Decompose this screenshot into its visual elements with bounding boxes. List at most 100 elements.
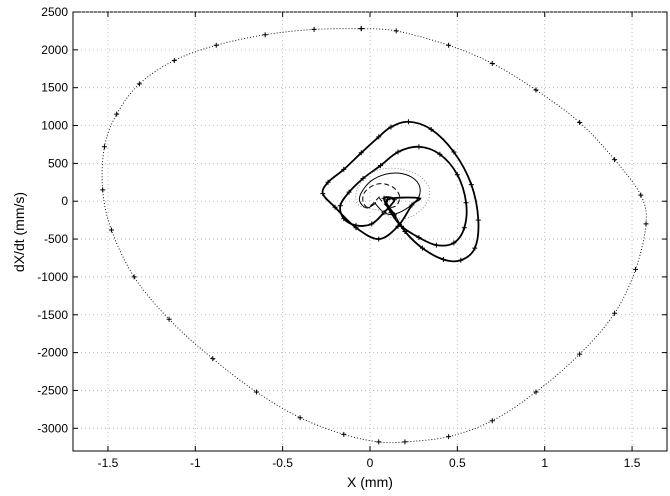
y-tick-label: -1500 [37, 308, 68, 322]
y-tick-label: -2000 [37, 346, 68, 360]
series-4 [358, 172, 421, 215]
data-point-marker [311, 26, 317, 32]
series-line [339, 145, 468, 247]
data-point-marker [633, 266, 639, 272]
y-tick-label: -1000 [37, 270, 68, 284]
y-tick-label: 1500 [41, 81, 68, 95]
x-tick-label: -1.5 [98, 456, 119, 470]
data-point-marker [325, 179, 331, 185]
data-point-marker [489, 60, 495, 66]
data-point-marker [136, 81, 142, 87]
series-2 [337, 144, 469, 248]
data-point-marker [612, 310, 618, 316]
x-axis-label: X (mm) [347, 474, 393, 490]
y-axis-label: dX/dt (mm/s) [11, 192, 27, 272]
data-point-marker [332, 204, 338, 210]
data-point-marker [341, 166, 347, 172]
data-point-marker [395, 149, 401, 155]
series-3 [362, 183, 401, 208]
data-point-marker [253, 389, 259, 395]
data-point-marker [381, 195, 387, 201]
data-point-marker [461, 225, 467, 231]
y-tick-label: -2500 [37, 383, 68, 397]
data-point-marker [358, 150, 364, 156]
data-point-marker [376, 134, 382, 140]
data-point-marker [416, 144, 422, 150]
data-point-marker [577, 351, 583, 357]
data-point-marker [446, 434, 452, 440]
data-point-marker [446, 42, 452, 48]
data-point-marker [101, 144, 107, 150]
data-point-marker [377, 163, 383, 169]
data-point-marker [428, 126, 434, 132]
data-point-marker [402, 439, 408, 445]
data-point-marker [437, 151, 443, 157]
data-point-marker [384, 197, 390, 203]
data-point-marker [262, 32, 268, 38]
data-point-marker [100, 187, 106, 193]
data-point-marker [405, 119, 411, 125]
data-point-marker [472, 245, 478, 251]
data-point-marker [171, 57, 177, 63]
data-point-marker [489, 418, 495, 424]
data-point-marker [468, 182, 474, 188]
data-point-marker [475, 217, 481, 223]
data-point-marker [131, 274, 137, 280]
data-point-marker [458, 257, 464, 263]
data-point-marker [612, 157, 618, 163]
x-tick-label: 1 [541, 456, 548, 470]
data-point-marker [419, 245, 425, 251]
y-tick-label: 2500 [41, 5, 68, 19]
data-point-marker [297, 415, 303, 421]
series-line [355, 167, 431, 220]
series-1 [320, 119, 481, 263]
data-point-marker [451, 149, 457, 155]
y-tick-label: 1000 [41, 119, 68, 133]
x-tick-label: -1 [190, 456, 201, 470]
data-point-marker [337, 203, 343, 209]
plot-frame [72, 11, 668, 452]
data-point-marker [433, 242, 439, 248]
y-tick-label: 2000 [41, 43, 68, 57]
data-point-marker [114, 111, 120, 117]
data-point-marker [398, 223, 404, 229]
x-tick-label: 0.5 [449, 456, 466, 470]
data-point-marker [533, 389, 539, 395]
x-tick-label: 1.5 [624, 456, 641, 470]
data-point-marker [463, 200, 469, 206]
data-point-marker [213, 42, 219, 48]
data-point-marker [451, 240, 457, 246]
data-point-marker [166, 316, 172, 322]
y-tick-label: -3000 [37, 421, 68, 435]
data-point-marker [416, 235, 422, 241]
y-tick-label: 500 [48, 156, 68, 170]
data-point-marker [320, 191, 326, 197]
data-point-marker [108, 227, 114, 233]
x-tick-label: -0.5 [272, 456, 293, 470]
data-point-marker [341, 431, 347, 437]
y-tick-label: -500 [44, 232, 68, 246]
series-group [100, 26, 649, 445]
data-point-marker [533, 87, 539, 93]
series-5 [355, 167, 431, 220]
series-line [362, 183, 401, 208]
data-point-marker [638, 192, 644, 198]
data-point-marker [391, 197, 397, 203]
x-tick-label: 0 [367, 456, 374, 470]
data-point-marker [346, 189, 352, 195]
data-point-marker [353, 222, 359, 228]
data-point-marker [577, 120, 583, 126]
data-point-marker [358, 26, 364, 32]
data-point-marker [210, 356, 216, 362]
data-point-marker [388, 124, 394, 130]
ticks: -1.5 -1 -0.5 0 0.5 1 1.5 -3000 -2500 -2000 -1500 -1… [37, 5, 667, 470]
data-point-marker [376, 236, 382, 242]
y-tick-label: 0 [61, 194, 68, 208]
data-point-marker [341, 216, 347, 222]
data-point-marker [369, 221, 375, 227]
data-point-marker [454, 172, 460, 178]
series-0 [100, 26, 649, 445]
series-line [358, 172, 421, 215]
data-point-marker [440, 257, 446, 263]
